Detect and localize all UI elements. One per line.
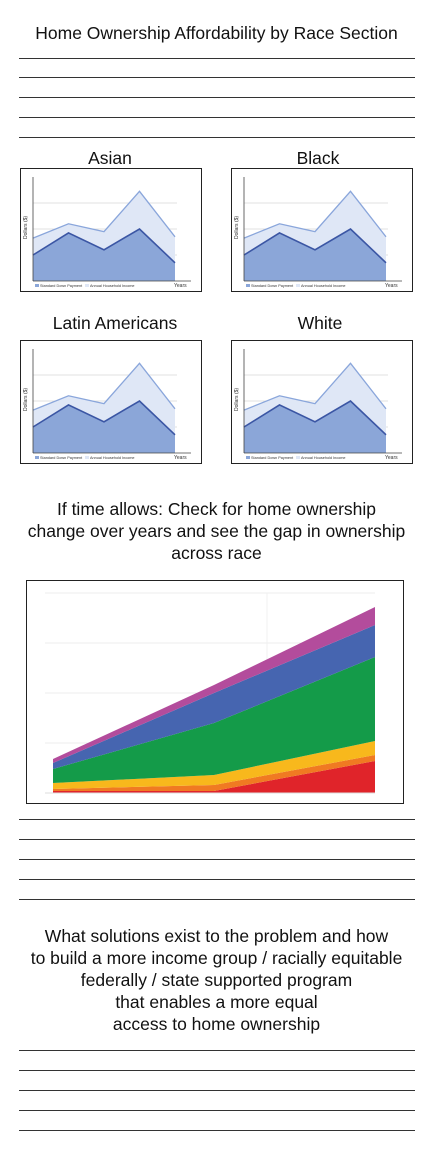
answer-line <box>19 1070 415 1071</box>
section2-line: across race <box>171 543 262 563</box>
stacked-series-area <box>53 607 375 763</box>
ownership-stacked-area-chart <box>26 580 404 804</box>
x-axis-label: Years <box>174 283 187 289</box>
y-axis-label: Dollars ($) <box>234 216 240 239</box>
race-chart: Dollars ($) Years Standard Down Payment Ann… <box>20 340 202 464</box>
series-area <box>33 401 175 453</box>
series-line <box>243 362 387 411</box>
section2-line: change over years and see the gap in own… <box>27 521 406 541</box>
series-area <box>244 401 386 453</box>
section3-line: What solutions exist to the problem and … <box>44 926 389 946</box>
legend-swatch <box>85 456 89 459</box>
area-chart-svg: Dollars ($) Years Standard Down Payment Ann… <box>234 349 402 461</box>
answer-line <box>19 899 415 900</box>
race-chart: Dollars ($) Years Standard Down Payment Ann… <box>231 168 413 292</box>
chart-label-black: Black <box>296 148 340 168</box>
answer-line <box>19 58 415 59</box>
section3-prompt: What solutions exist to the problem and … <box>0 925 433 1035</box>
series-line <box>32 190 176 239</box>
legend-swatch <box>246 456 250 459</box>
series-line <box>32 362 176 411</box>
answer-line <box>19 879 415 880</box>
y-axis-label: Dollars ($) <box>234 388 240 411</box>
section2-prompt: If time allows: Check for home ownership… <box>0 498 433 564</box>
chart-label-white: White <box>297 313 343 333</box>
legend-label: Annual Household Income <box>301 456 346 460</box>
answer-line <box>19 97 415 98</box>
area-chart-svg: Dollars ($) Years Standard Down Payment Ann… <box>23 177 191 289</box>
answer-line <box>19 1050 415 1051</box>
answer-line <box>19 1090 415 1091</box>
legend-label: Annual Household Income <box>301 284 346 288</box>
area-chart-svg: Dollars ($) Years Standard Down Payment Ann… <box>234 177 402 289</box>
answer-line <box>19 1130 415 1131</box>
legend-label: Annual Household Income <box>90 284 135 288</box>
stacked-series-area <box>53 657 375 783</box>
series-line <box>243 190 387 239</box>
legend-swatch <box>246 284 250 287</box>
x-axis-label: Years <box>174 455 187 461</box>
x-axis-label: Years <box>385 283 398 289</box>
legend-label: Standard Down Payment <box>40 456 83 460</box>
legend-swatch <box>85 284 89 287</box>
y-axis-label: Dollars ($) <box>23 216 29 239</box>
section3-line: access to home ownership <box>112 1014 321 1034</box>
answer-line <box>19 137 415 138</box>
legend-label: Standard Down Payment <box>40 284 83 288</box>
chart-label-latin-americans: Latin Americans <box>52 313 178 333</box>
legend-swatch <box>296 456 300 459</box>
series-line <box>243 228 387 264</box>
answer-line <box>19 859 415 860</box>
race-chart: Dollars ($) Years Standard Down Payment Ann… <box>231 340 413 464</box>
legend-label: Annual Household Income <box>90 456 135 460</box>
section2-line: If time allows: Check for home ownership <box>56 499 377 519</box>
stacked-series-area <box>53 761 375 793</box>
series-area <box>244 229 386 281</box>
y-axis-label: Dollars ($) <box>23 388 29 411</box>
answer-line <box>19 819 415 820</box>
x-axis-label: Years <box>385 455 398 461</box>
legend-label: Standard Down Payment <box>251 456 294 460</box>
series-line <box>243 400 387 436</box>
legend-swatch <box>35 456 39 459</box>
series-line <box>32 228 176 264</box>
area-chart-svg: Dollars ($) Years Standard Down Payment Ann… <box>23 349 191 461</box>
chart-label-asian: Asian <box>88 148 132 168</box>
section3-line: that enables a more equal <box>115 992 318 1012</box>
section3-line: to build a more income group / racially … <box>30 948 403 968</box>
legend-swatch <box>296 284 300 287</box>
answer-line <box>19 839 415 840</box>
stacked-series-area <box>53 741 375 789</box>
page-title: Home Ownership Affordability by Race Sec… <box>35 23 398 43</box>
section3-line: federally / state supported program <box>80 970 353 990</box>
answer-line <box>19 1110 415 1111</box>
answer-line <box>19 117 415 118</box>
stacked-area-svg <box>45 592 375 794</box>
legend-swatch <box>35 284 39 287</box>
legend-label: Standard Down Payment <box>251 284 294 288</box>
series-area <box>33 229 175 281</box>
answer-line <box>19 77 415 78</box>
series-line <box>32 400 176 436</box>
stacked-series-area <box>53 625 375 769</box>
race-chart: Dollars ($) Years Standard Down Payment Ann… <box>20 168 202 292</box>
